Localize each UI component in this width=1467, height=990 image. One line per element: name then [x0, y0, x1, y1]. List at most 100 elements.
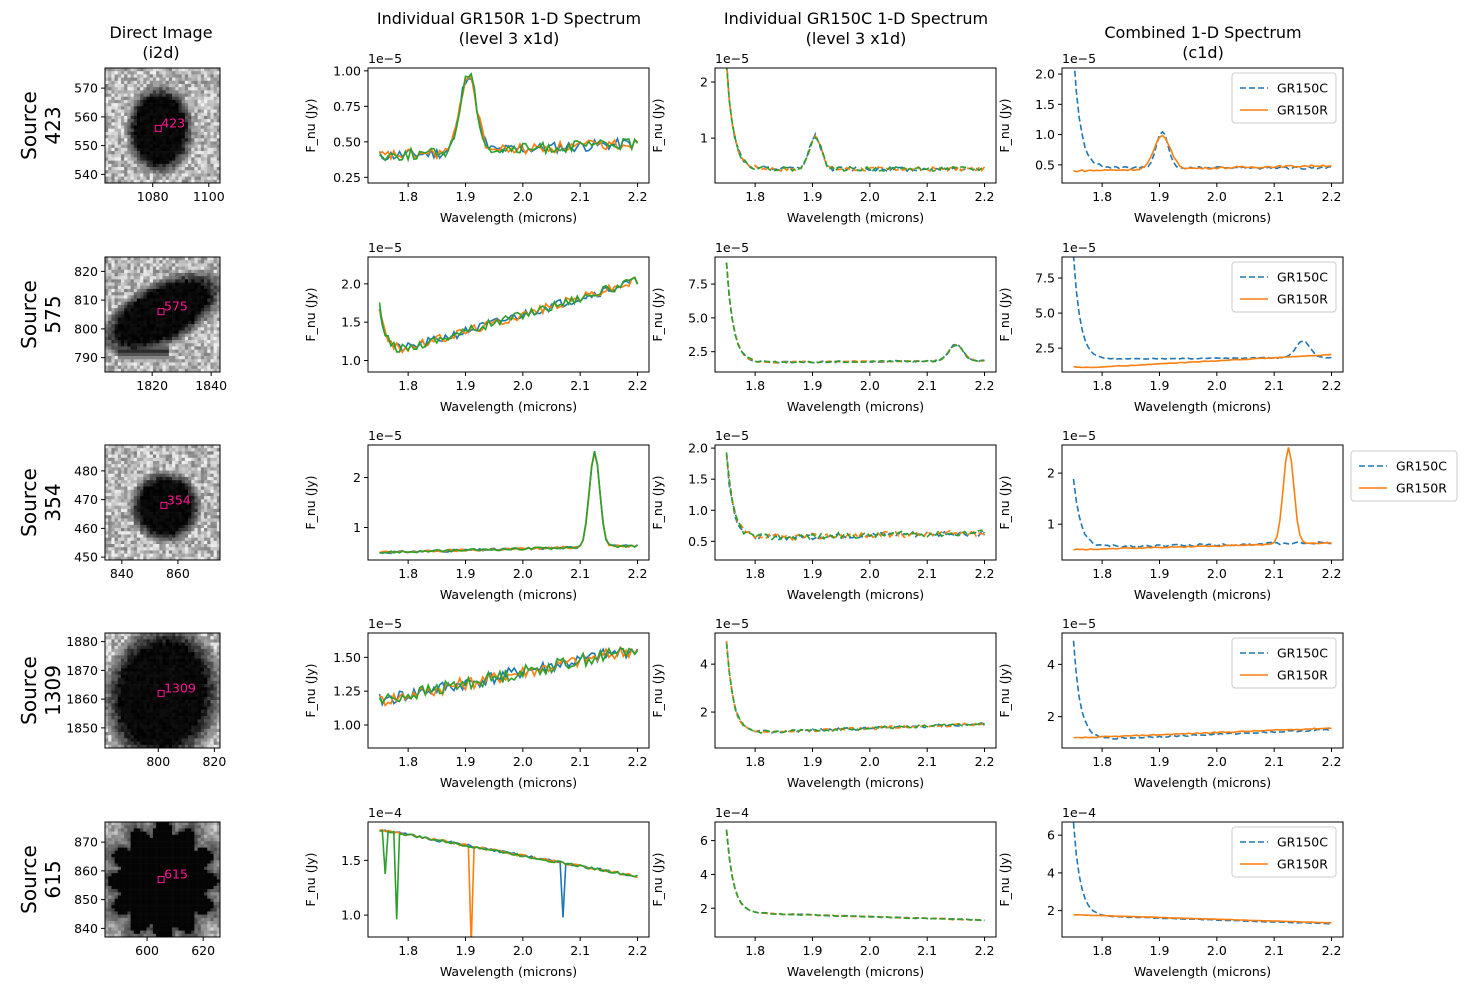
legend-label: GR150C: [1396, 459, 1447, 474]
combined-c1d-panel: 1.8 1.9 2.0 2.1 2.2 0.5 1.0 1.5 2.0 Wavelength (m…: [997, 51, 1344, 225]
spectrum-line: [378, 276, 639, 354]
x-tick-label: 1.8: [398, 754, 418, 769]
x-tick-label: 1.9: [803, 566, 823, 581]
y-tick-label: 1.0: [1035, 127, 1055, 142]
direct-image: [105, 633, 220, 748]
y-axis-label: F_nu (Jy): [997, 852, 1012, 906]
x-tick-label: 2.1: [917, 378, 937, 393]
y-tick-label: 2.0: [1035, 67, 1055, 82]
spectrum-line: [379, 829, 638, 918]
spectrum-line: [725, 829, 985, 922]
y-offset-label: 1e−5: [715, 428, 749, 443]
axes-frame: [714, 821, 997, 938]
direct-image-panel: 575 1820 1840 790 800 810 820: [74, 256, 227, 393]
x-tick-label: 2.2: [628, 943, 648, 958]
axes-frame: [367, 256, 650, 373]
x-tick-label: 2.1: [570, 754, 590, 769]
x-tick-label: 1.9: [803, 754, 823, 769]
x1d-gr150r-panel: 1.8 1.9 2.0 2.1 2.2 1.00 1.25 1.50 Wavelength (m…: [303, 616, 650, 790]
x-axis-label: Wavelength (microns): [787, 775, 924, 790]
x-tick-label: 2.2: [975, 754, 995, 769]
x-tick-label: 860: [166, 566, 190, 581]
source-id-label: 575: [164, 299, 188, 314]
spectrum-line: [725, 263, 985, 364]
row-label-id: 423: [41, 106, 65, 144]
x-tick-label: 2.2: [628, 566, 648, 581]
y-tick-label: 1850: [66, 720, 98, 735]
y-tick-label: 5.0: [1035, 306, 1055, 321]
y-tick-label: 6: [1047, 828, 1055, 843]
spectrum-line: [725, 829, 985, 922]
y-offset-label: 1e−5: [368, 51, 402, 66]
spectrum-line: [378, 77, 639, 162]
column-title: Direct Image: [109, 23, 212, 42]
y-tick-label: 1870: [66, 663, 98, 678]
x-tick-label: 2.0: [1207, 943, 1227, 958]
y-axis-label: F_nu (Jy): [997, 663, 1012, 717]
y-tick-label: 4: [700, 657, 708, 672]
x-tick-label: 1.8: [745, 754, 765, 769]
y-axis-label: F_nu (Jy): [997, 287, 1012, 341]
source-marker: [157, 689, 165, 697]
x-tick-label: 2.2: [1322, 566, 1342, 581]
x-tick-label: 1.9: [456, 378, 476, 393]
x-tick-label: 1.8: [1092, 189, 1112, 204]
spectrum-line: [378, 276, 639, 353]
y-offset-label: 1e−5: [1062, 616, 1096, 631]
y-tick-label: 810: [74, 293, 98, 308]
x-tick-label: 2.2: [1322, 943, 1342, 958]
x-axis-label: Wavelength (microns): [1134, 775, 1271, 790]
x-tick-label: 2.0: [1207, 754, 1227, 769]
spectrum-line: [379, 450, 638, 554]
y-tick-label: 7.5: [688, 277, 708, 292]
y-offset-label: 1e−5: [1062, 240, 1096, 255]
x-tick-label: 2.1: [917, 189, 937, 204]
row-label: Source 423: [17, 91, 65, 160]
direct-image: [105, 68, 220, 183]
combined-gr150r-line: [1073, 914, 1332, 924]
spectrum-line: [726, 68, 986, 173]
x-tick-label: 1.9: [456, 189, 476, 204]
combined-c1d-panel: 1.8 1.9 2.0 2.1 2.2 2.5 5.0 7.5 Wavelength (micr…: [997, 240, 1344, 414]
combined-gr150r-line: [1073, 353, 1332, 369]
x-tick-label: 2.0: [860, 754, 880, 769]
legend: GR150C GR150R: [1231, 72, 1337, 124]
x-tick-label: 1840: [195, 378, 227, 393]
y-tick-label: 2: [700, 901, 708, 916]
y-tick-label: 2.0: [341, 276, 361, 291]
row-label-word: Source: [17, 468, 41, 537]
x-tick-label: 1.9: [1150, 943, 1170, 958]
x-tick-label: 1.9: [803, 378, 823, 393]
x-tick-label: 2.0: [513, 189, 533, 204]
y-tick-label: 0.25: [333, 170, 361, 185]
x-axis-label: Wavelength (microns): [1134, 587, 1271, 602]
x-tick-label: 2.1: [1264, 378, 1284, 393]
x-tick-label: 1.9: [803, 943, 823, 958]
spectrum-line: [379, 828, 638, 937]
y-tick-label: 2: [1047, 466, 1055, 481]
axes-frame: [1061, 632, 1344, 749]
x-tick-label: 2.0: [860, 378, 880, 393]
source-marker: [154, 124, 162, 132]
combined-gr150r-line: [1073, 447, 1332, 551]
legend-label: GR150C: [1277, 646, 1328, 661]
x-tick-label: 1.8: [1092, 378, 1112, 393]
x1d-gr150r-panel: 1.8 1.9 2.0 2.1 2.2 0.25 0.50 0.75 1.00 Wavelengt…: [303, 51, 650, 225]
combined-gr150c-line: [1072, 257, 1332, 360]
direct-image-panel: 423 1080 1100 540 550 560 570: [74, 67, 225, 204]
legend-label: GR150R: [1277, 668, 1328, 683]
y-tick-label: 0.50: [333, 134, 361, 149]
axes-frame: [714, 444, 997, 561]
x-tick-label: 2.1: [570, 378, 590, 393]
spectrum-line: [379, 72, 639, 163]
y-tick-label: 1.0: [341, 353, 361, 368]
combined-c1d-panel: 1.8 1.9 2.0 2.1 2.2 2 4 Wavelength (microns) F_n…: [997, 616, 1344, 790]
x-tick-label: 1.9: [1150, 754, 1170, 769]
y-tick-label: 1.5: [341, 315, 361, 330]
row-label-word: Source: [17, 91, 41, 160]
x-axis-label: Wavelength (microns): [1134, 399, 1271, 414]
legend: GR150C GR150R: [1231, 637, 1337, 689]
x-tick-label: 1.8: [745, 378, 765, 393]
spectrum-line: [378, 276, 639, 353]
legend-label: GR150R: [1277, 292, 1328, 307]
